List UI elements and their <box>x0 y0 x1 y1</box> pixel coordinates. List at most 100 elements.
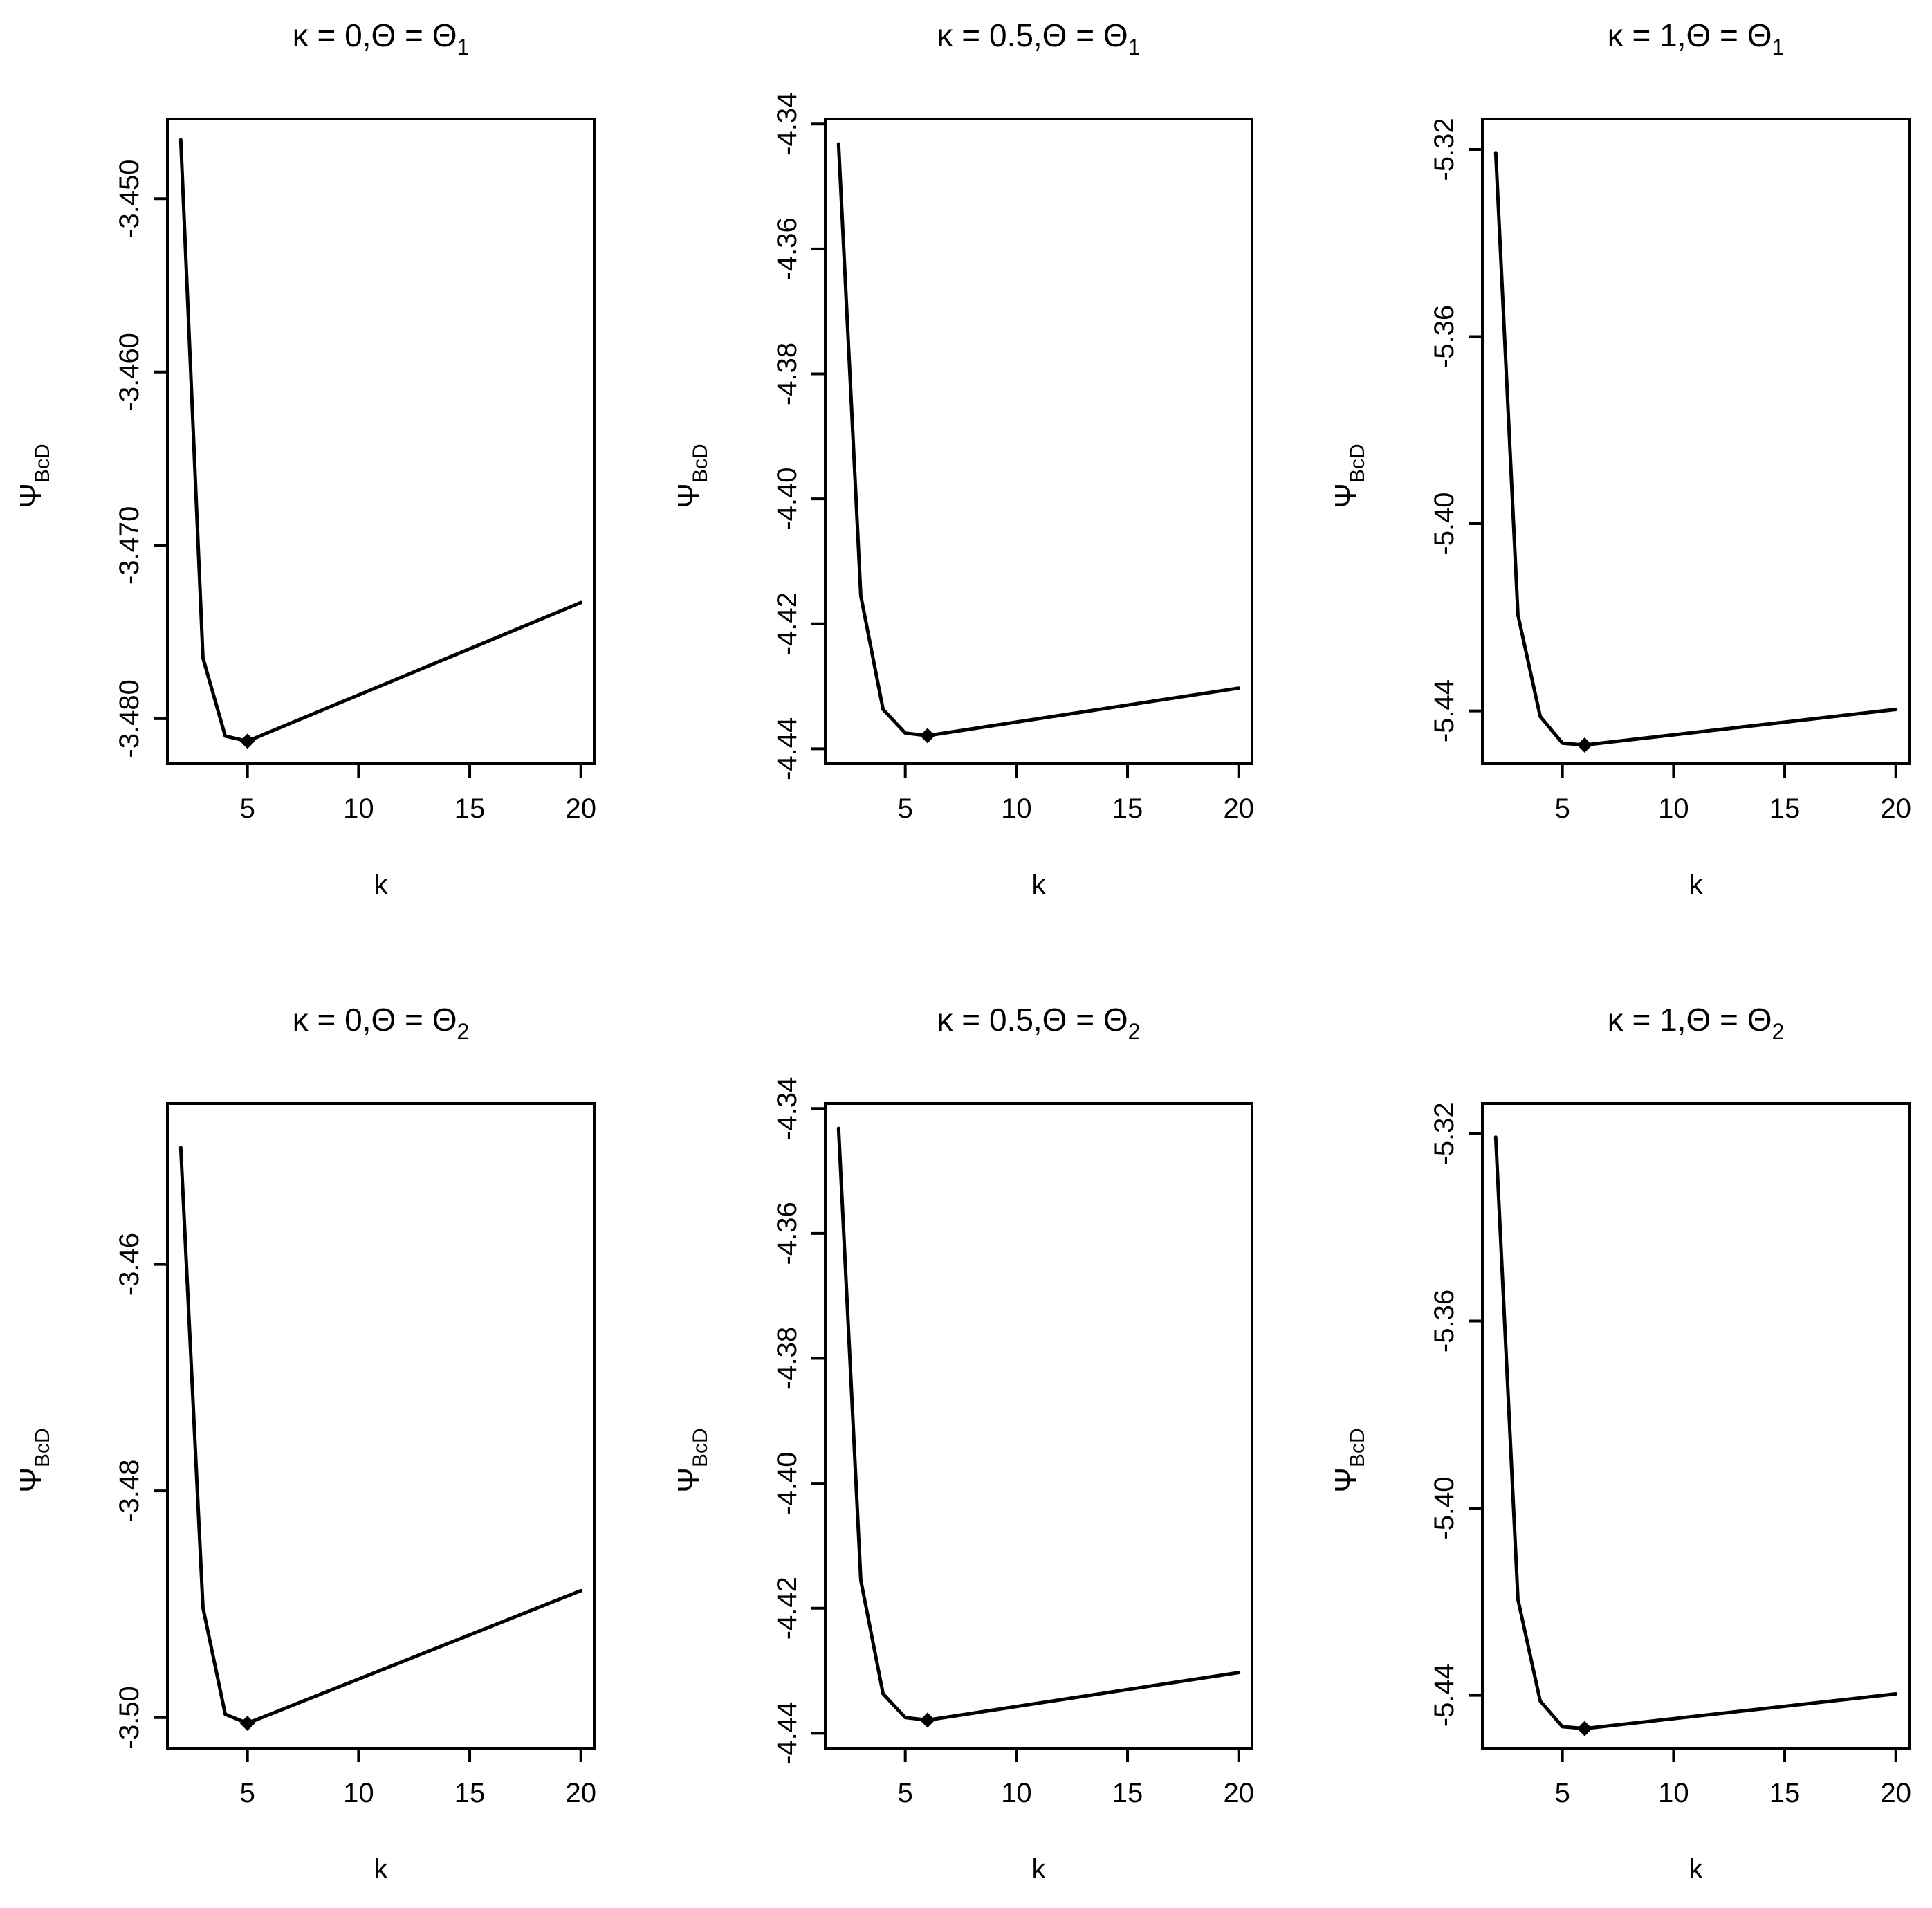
panel-title-main: κ = 0.5,Θ = Θ <box>937 17 1128 53</box>
y-axis-label-subscript: BcD <box>689 443 712 483</box>
series-line <box>178 138 583 743</box>
x-tick-label: 20 <box>565 1778 596 1808</box>
x-tick-label: 15 <box>1769 1778 1801 1808</box>
y-axis-label: ΨBcD <box>14 1428 54 1492</box>
y-tick-label: -5.32 <box>1429 1102 1460 1165</box>
x-tick-label: 20 <box>1223 1778 1254 1808</box>
x-axis-label: k <box>1689 870 1704 900</box>
y-axis-label-main: Ψ <box>672 1467 706 1493</box>
x-tick-label: 10 <box>1658 794 1689 824</box>
y-axis-label-main: Ψ <box>672 483 706 508</box>
panel-title-subscript: 1 <box>457 35 469 59</box>
x-tick-label: 15 <box>1112 794 1143 824</box>
y-tick-label: -4.38 <box>772 1327 802 1390</box>
x-tick-label: 5 <box>898 1778 913 1808</box>
panel-1: κ = 0,Θ = Θ15 10 15 20-3.450-3.460-3.470-3.… <box>14 17 596 900</box>
panel-title-subscript: 2 <box>1128 1019 1141 1044</box>
panel-title-main: κ = 0,Θ = Θ <box>293 17 457 53</box>
panel-2: κ = 0.5,Θ = Θ15 10 15 20-4.34-4.36-4.38-4.4… <box>672 17 1254 900</box>
x-tick-label: 10 <box>1658 1778 1689 1808</box>
x-axis-label: k <box>1032 1854 1047 1884</box>
panel-4: κ = 0,Θ = Θ2 5 10 15 20 -3.46 -3.48 -3.50 k ΨBcD <box>14 1002 596 1884</box>
y-tick-label: -3.46 <box>114 1233 145 1296</box>
y-axis-label: ΨBcD <box>14 443 54 508</box>
plot-frame <box>824 118 1253 765</box>
y-tick-label: -5.40 <box>1429 492 1460 555</box>
y-axis-label-subscript: BcD <box>1346 443 1369 483</box>
minimum-marker <box>239 1715 255 1731</box>
y-axis-label: ΨBcD <box>672 443 712 508</box>
x-tick-label: 15 <box>1112 1778 1143 1808</box>
y-tick-label: -3.450 <box>114 160 145 238</box>
y-tick-label: -4.44 <box>772 717 802 780</box>
y-axis-label-subscript: BcD <box>1346 1428 1369 1467</box>
panel-title: κ = 0.5,Θ = Θ2 <box>937 1002 1141 1044</box>
panel-title-subscript: 1 <box>1772 35 1784 59</box>
y-tick-label: -3.48 <box>114 1460 145 1523</box>
series-line <box>1493 151 1898 747</box>
x-tick-label: 20 <box>565 794 596 824</box>
x-axis-label: k <box>1032 870 1047 900</box>
x-tick-label: 10 <box>343 1778 374 1808</box>
panel-title-subscript: 2 <box>457 1019 469 1044</box>
minimum-marker <box>919 1712 935 1728</box>
x-tick-label: 15 <box>454 1778 486 1808</box>
y-tick-label: -4.36 <box>772 217 802 280</box>
minimum-marker <box>919 728 935 744</box>
minimum-marker <box>1576 1721 1592 1736</box>
x-tick-label: 20 <box>1880 794 1911 824</box>
series-line <box>1493 1135 1898 1731</box>
panel-title: κ = 0,Θ = Θ1 <box>293 17 470 59</box>
y-axis-label: ΨBcD <box>1329 1428 1369 1492</box>
x-tick-label: 15 <box>1769 794 1801 824</box>
x-tick-label: 20 <box>1880 1778 1911 1808</box>
minimum-marker <box>1576 737 1592 753</box>
panel-title-main: κ = 1,Θ = Θ <box>1608 1002 1772 1038</box>
y-tick-label: -4.42 <box>772 592 802 655</box>
y-tick-label: -3.470 <box>114 506 145 585</box>
series-line <box>836 142 1241 737</box>
y-tick-label: -5.44 <box>1429 679 1460 742</box>
y-axis-label: ΨBcD <box>1329 443 1369 508</box>
y-tick-label: -4.42 <box>772 1577 802 1640</box>
minimum-marker <box>239 733 255 749</box>
y-tick-label: -4.40 <box>772 1451 802 1514</box>
panel-title-main: κ = 0.5,Θ = Θ <box>937 1002 1128 1038</box>
y-tick-label: -3.480 <box>114 679 145 758</box>
panel-title-subscript: 1 <box>1128 35 1141 59</box>
panel-title-main: κ = 0,Θ = Θ <box>293 1002 457 1038</box>
y-axis-label-subscript: BcD <box>31 443 54 483</box>
plot-frame <box>824 1102 1253 1750</box>
panel-3: κ = 1,Θ = Θ15 10 15 20-5.32-5.36-5.40-5.44k… <box>1329 17 1911 900</box>
y-tick-label: -4.34 <box>772 1077 802 1140</box>
x-axis-label: k <box>374 1854 389 1884</box>
y-tick-label: -5.36 <box>1429 305 1460 368</box>
panel-5: κ = 0.5,Θ = Θ2 5 10 15 20 -4.34 -4.36 -4.38 -4.4… <box>672 1002 1254 1884</box>
panel-title-subscript: 2 <box>1772 1019 1784 1044</box>
y-axis-label: ΨBcD <box>672 1428 712 1492</box>
y-tick-label: -4.44 <box>772 1702 802 1765</box>
x-tick-label: 5 <box>1555 794 1570 824</box>
y-tick-label: -5.40 <box>1429 1476 1460 1539</box>
y-tick-label: -4.34 <box>772 93 802 156</box>
y-tick-label: -4.40 <box>772 467 802 530</box>
x-tick-label: 10 <box>1001 794 1032 824</box>
y-tick-label: -5.36 <box>1429 1290 1460 1352</box>
panel-title: κ = 0,Θ = Θ2 <box>293 1002 470 1044</box>
x-tick-label: 5 <box>1555 1778 1570 1808</box>
y-tick-label: -3.50 <box>114 1686 145 1749</box>
y-axis-label-subscript: BcD <box>689 1428 712 1467</box>
y-axis-label-main: Ψ <box>1329 1467 1363 1493</box>
y-axis-label-main: Ψ <box>14 483 48 508</box>
plot-frame <box>1481 1102 1911 1750</box>
panel-title: κ = 1,Θ = Θ1 <box>1608 17 1785 59</box>
series-line <box>836 1126 1241 1722</box>
x-tick-label: 10 <box>1001 1778 1032 1808</box>
x-axis-label: k <box>1689 1854 1704 1884</box>
panel-title-main: κ = 1,Θ = Θ <box>1608 17 1772 53</box>
y-tick-label: -4.38 <box>772 342 802 405</box>
panel-6: κ = 1,Θ = Θ2 5 10 15 20 -5.32 -5.36 -5.40 -5.44 k… <box>1329 1002 1911 1884</box>
x-tick-label: 5 <box>240 794 255 824</box>
x-tick-label: 20 <box>1223 794 1254 824</box>
panel-title: κ = 0.5,Θ = Θ1 <box>937 17 1141 59</box>
